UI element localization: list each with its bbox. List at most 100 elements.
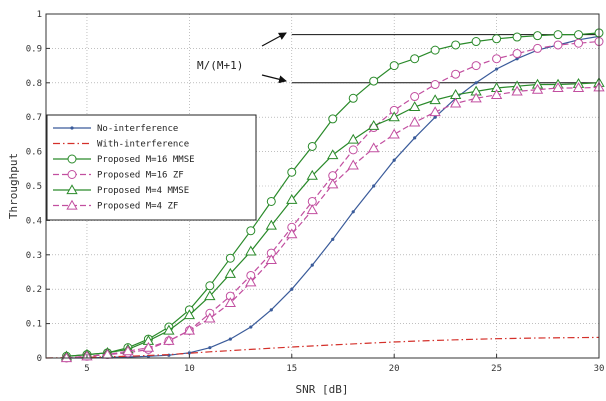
circle-marker	[369, 76, 379, 86]
circle-marker	[451, 40, 461, 50]
circle-marker	[430, 45, 440, 55]
series-line	[66, 40, 600, 359]
dot-marker	[310, 263, 314, 267]
dot-marker	[249, 325, 253, 329]
grid	[46, 14, 600, 358]
triangle-marker	[286, 193, 298, 204]
triangle-marker	[265, 254, 277, 265]
circle-marker	[553, 30, 563, 40]
legend-label: Proposed M=16 ZF	[97, 171, 184, 181]
triangle-marker	[306, 204, 318, 215]
triangle-marker	[66, 199, 78, 210]
triangle-marker	[224, 297, 236, 308]
circle-marker	[410, 54, 420, 64]
y-tick-label: 0	[37, 354, 42, 364]
triangle-marker	[388, 128, 400, 139]
circle-marker	[410, 92, 420, 102]
circle-marker	[67, 170, 77, 179]
series-line	[45, 336, 600, 359]
triangle-marker	[449, 97, 462, 108]
circle-marker	[328, 114, 338, 124]
circle-marker	[533, 31, 543, 41]
triangle-marker	[327, 178, 339, 189]
triangle-marker	[368, 119, 380, 130]
x-tick-label: 15	[286, 364, 297, 374]
circle-marker	[225, 253, 235, 263]
circle-marker	[512, 49, 522, 59]
triangle-marker	[183, 324, 196, 335]
circle-marker	[512, 32, 522, 42]
triangle-marker	[347, 159, 359, 170]
legend-entry: Proposed M=16 ZF	[53, 170, 184, 181]
triangle-marker	[490, 89, 503, 99]
tick-labels: 5 10 15 20 25 30 0 0.1 0.2 0.3 0.4 0.5 0.6 0.7 0.8 0.9 1	[26, 10, 605, 374]
y-tick-label: 0.1	[26, 320, 42, 330]
circle-marker	[553, 40, 563, 50]
triangle-marker	[142, 341, 155, 352]
circle-marker	[574, 30, 584, 40]
annotation-arrow-lower	[261, 74, 287, 84]
legend: No-interference With-interference Proposed…	[46, 114, 257, 221]
triangle-marker	[60, 352, 73, 363]
triangle-marker	[245, 276, 257, 287]
legend-label: No-interference	[97, 124, 178, 134]
triangle-marker	[306, 169, 318, 180]
dot-marker	[494, 67, 499, 71]
triangle-marker	[122, 345, 134, 356]
triangle-marker	[224, 267, 236, 278]
dot-marker	[228, 337, 232, 341]
legend-label: With-interference	[97, 140, 189, 150]
y-tick-label: 0.7	[26, 113, 42, 123]
x-axis-label: SNR [dB]	[296, 383, 349, 396]
x-tick-label: 30	[594, 364, 605, 374]
dot-marker	[433, 115, 437, 119]
circle-marker	[307, 141, 317, 151]
dot-marker	[331, 237, 335, 241]
triangle-marker	[409, 101, 421, 111]
triangle-marker	[552, 82, 564, 93]
triangle-marker	[470, 92, 482, 103]
triangle-marker	[204, 312, 216, 323]
x-tick-label: 10	[184, 364, 195, 374]
y-axis-label: Throughput	[7, 153, 20, 219]
dot-marker	[269, 308, 273, 312]
y-tick-label: 0.3	[26, 251, 42, 261]
circle-marker	[67, 154, 77, 164]
triangle-marker	[265, 219, 277, 230]
y-tick-label: 0.8	[26, 79, 42, 89]
circle-marker	[246, 226, 256, 236]
triangle-marker	[531, 83, 544, 94]
dot-marker	[290, 287, 294, 291]
x-tick-label: 25	[491, 364, 502, 374]
circle-marker	[430, 80, 440, 90]
circle-marker	[287, 167, 297, 177]
y-tick-label: 0.5	[26, 182, 42, 192]
circle-marker	[348, 93, 358, 103]
dot-marker	[474, 81, 478, 85]
dot-marker	[413, 136, 417, 140]
triangle-marker	[368, 142, 380, 153]
y-tick-label: 0.2	[26, 285, 42, 295]
triangle-marker	[66, 184, 78, 195]
triangle-marker	[388, 111, 400, 122]
triangle-marker	[163, 334, 175, 345]
x-tick-label: 5	[84, 364, 89, 374]
legend-box	[46, 114, 257, 221]
dot-marker	[392, 158, 396, 162]
triangle-marker	[286, 228, 298, 239]
circle-marker	[533, 43, 543, 53]
circle-marker	[471, 61, 481, 71]
legend-label: Proposed M=16 MMSE	[97, 155, 195, 165]
y-tick-label: 0.6	[26, 148, 42, 158]
circle-marker	[266, 196, 276, 206]
triangle-marker	[163, 324, 175, 335]
triangle-marker	[572, 82, 585, 93]
circle-marker	[492, 34, 502, 44]
annotation-group: M/(M+1)	[197, 32, 287, 84]
annotation-arrow-upper	[261, 32, 287, 47]
circle-marker	[348, 145, 358, 155]
triangle-marker	[183, 309, 196, 320]
x-tick-label: 20	[389, 364, 400, 374]
dot-marker	[208, 346, 212, 350]
